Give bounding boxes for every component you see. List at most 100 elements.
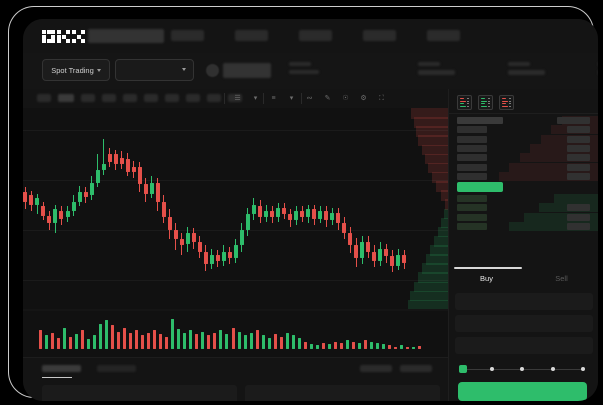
amount-percent-slider[interactable] (459, 364, 587, 374)
active-side-indicator (454, 267, 522, 269)
orderbook-ask-row[interactable] (449, 171, 598, 181)
price-change-value (289, 70, 319, 74)
orderbook-both-icon[interactable] (457, 95, 472, 110)
timeframe-7[interactable] (186, 94, 200, 102)
orderbook-divider (449, 113, 598, 114)
depth-buy-segment (421, 263, 448, 274)
order-field-1[interactable] (455, 315, 593, 332)
timeframe-8[interactable] (207, 94, 221, 102)
orderbook-ask-row[interactable] (449, 125, 598, 135)
nav-item-1[interactable] (235, 30, 268, 41)
volume-bar (279, 336, 283, 349)
volume-bar (345, 340, 349, 349)
orders-action-1[interactable] (400, 365, 432, 372)
magnet-icon[interactable]: ☉ (342, 95, 349, 102)
orderbook-rows[interactable] (449, 116, 598, 236)
volume-bar (321, 342, 325, 349)
orderbook-bid-row[interactable] (449, 203, 598, 213)
orderbook-ask-row[interactable] (449, 134, 598, 144)
nav-item-3[interactable] (363, 30, 396, 41)
volume-bar (165, 336, 169, 349)
slider-stop-75[interactable] (551, 367, 555, 371)
orders-block-0[interactable] (42, 385, 237, 401)
timeframe-3[interactable] (102, 94, 116, 102)
timeframe-4[interactable] (123, 94, 137, 102)
slider-stop-100[interactable] (581, 367, 585, 371)
orderbook-bid-row[interactable] (449, 222, 598, 231)
orderbook-bid-row[interactable] (449, 212, 598, 222)
timeframe-6[interactable] (165, 94, 179, 102)
bid-price (457, 223, 487, 230)
orders-tab-1[interactable] (97, 365, 136, 372)
ask-price (457, 144, 487, 152)
orderbook-ask-row[interactable] (449, 143, 598, 153)
tab-sell[interactable]: Sell (555, 274, 568, 283)
bid-depth-fill (554, 194, 598, 204)
volume-bar (303, 341, 307, 349)
candlestick-series (23, 108, 408, 309)
order-field-0[interactable] (455, 293, 593, 310)
slider-stop-50[interactable] (520, 367, 524, 371)
line-style-icon[interactable]: ∾ (306, 95, 313, 102)
orders-panel-tabs (42, 365, 136, 372)
orders-block-1[interactable] (245, 385, 440, 401)
pair-selector[interactable] (115, 59, 194, 81)
timeframe-2[interactable] (81, 94, 95, 102)
place-order-button[interactable] (458, 382, 587, 401)
trading-mode-selector[interactable]: Spot Trading (42, 59, 110, 81)
orderbook-ask-row[interactable] (449, 153, 598, 163)
orderbook-ask-row[interactable] (449, 162, 598, 172)
slider-stop-25[interactable] (490, 367, 494, 371)
orders-tab-0[interactable] (42, 365, 81, 372)
depth-sell-segment (422, 144, 448, 156)
chevron-down-icon[interactable]: ▾ (253, 95, 258, 102)
volume-bar (93, 335, 97, 349)
draw-pencil-icon[interactable]: ✎ (324, 95, 331, 102)
nav-item-4[interactable] (427, 30, 460, 41)
price-chart[interactable] (23, 108, 448, 309)
timeframe-5[interactable] (144, 94, 158, 102)
volume-bar (63, 327, 67, 349)
timeframe-9[interactable] (228, 94, 242, 102)
volume-bar (387, 345, 391, 349)
nav-item-0[interactable] (171, 30, 204, 41)
orderbook-bid-row[interactable] (449, 194, 598, 204)
tab-buy[interactable]: Buy (480, 274, 493, 283)
candlestick-icon[interactable]: ☰ (234, 95, 241, 102)
depth-sell-segment (432, 171, 448, 183)
volume-bar (381, 344, 385, 349)
volume-bar (129, 332, 133, 349)
order-field-2[interactable] (455, 337, 593, 354)
fullscreen-icon[interactable]: ⛶ (379, 95, 384, 102)
orderbook-ask-row[interactable] (449, 116, 598, 125)
global-search-input[interactable] (88, 29, 164, 43)
depth-sell-segment (444, 199, 448, 210)
volume-bar (177, 329, 181, 349)
slider-handle[interactable] (459, 365, 467, 373)
volume-bar (111, 325, 115, 349)
depth-buy-segment (429, 245, 448, 256)
orders-panel-actions (360, 365, 432, 372)
volume-bar (255, 330, 259, 349)
indicators-icon[interactable]: ≡ (271, 95, 276, 102)
volume-bar (189, 330, 193, 349)
bid-price (457, 213, 487, 221)
volume-bar (81, 330, 85, 349)
chevron-down-icon[interactable]: ▾ (289, 95, 294, 102)
okx-logo[interactable] (42, 30, 85, 43)
orders-action-0[interactable] (360, 365, 392, 372)
volume-bar (69, 336, 73, 349)
orderbook-sell-icon[interactable] (499, 95, 514, 110)
ask-size (567, 135, 590, 143)
volume-bar (285, 332, 289, 349)
ask-price (457, 135, 487, 143)
timeframe-0[interactable] (37, 94, 51, 102)
nav-item-2[interactable] (299, 30, 332, 41)
orderbook-buy-icon[interactable] (478, 95, 493, 110)
volume-bar (51, 332, 55, 349)
settings-gear-icon[interactable]: ⚙ (360, 95, 367, 102)
ask-size (567, 154, 590, 162)
timeframe-1[interactable] (58, 94, 74, 102)
orderbook-and-order-form: Buy Sell (448, 89, 598, 401)
depth-buy-segment (437, 226, 448, 238)
